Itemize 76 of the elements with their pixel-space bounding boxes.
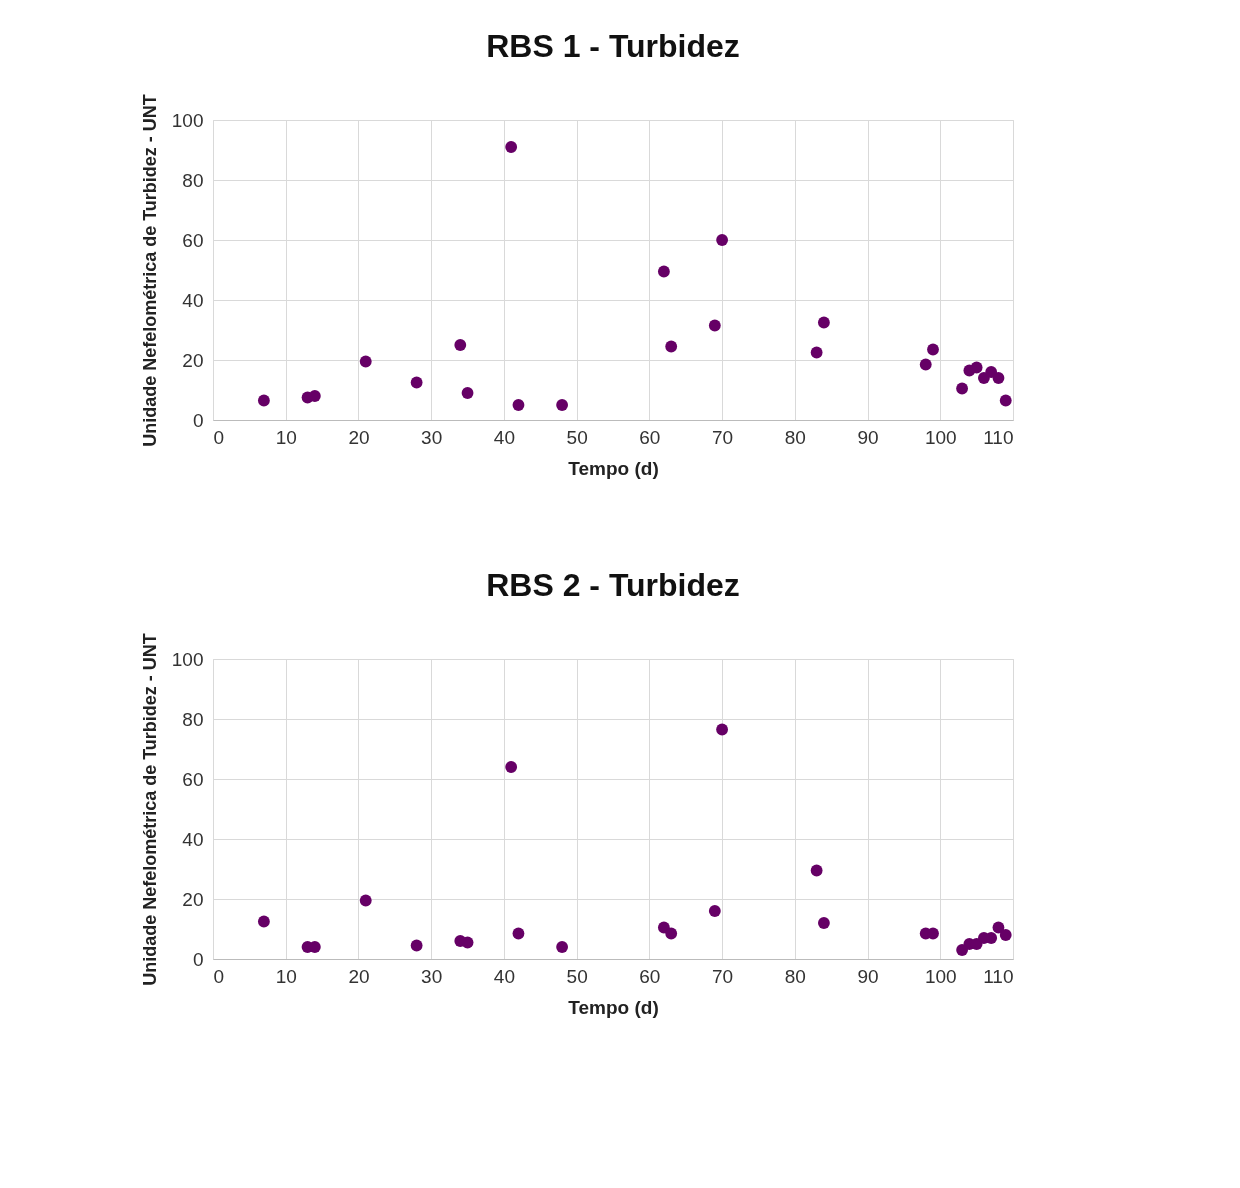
y-axis-title: Unidade Nefelométrica de Turbidez - UNT bbox=[139, 633, 160, 986]
point bbox=[716, 234, 729, 246]
point bbox=[716, 723, 729, 736]
x-tick-label: 60 bbox=[639, 426, 661, 448]
point bbox=[461, 387, 474, 399]
x-tick-label: 0 bbox=[213, 426, 225, 448]
point bbox=[257, 394, 270, 407]
y-tick-label: 100 bbox=[171, 648, 204, 670]
y-tick-label: 60 bbox=[182, 768, 204, 790]
x-tick-label: 20 bbox=[348, 426, 370, 448]
point bbox=[810, 346, 823, 359]
x-tick-label: 10 bbox=[275, 426, 297, 448]
x-tick-label: 50 bbox=[566, 965, 588, 987]
x-axis-title: Tempo (d) bbox=[568, 457, 659, 479]
x-tick-label: 50 bbox=[566, 426, 588, 448]
x-tick-label: 110 bbox=[983, 965, 1014, 987]
point bbox=[999, 929, 1012, 941]
y-tick-label: 40 bbox=[182, 828, 204, 850]
point bbox=[817, 917, 830, 929]
point bbox=[927, 343, 939, 356]
point bbox=[454, 339, 467, 351]
x-tick-label: 10 bbox=[275, 965, 297, 987]
point bbox=[992, 372, 1005, 384]
y-tick-label: 60 bbox=[182, 229, 204, 251]
point bbox=[359, 894, 372, 907]
point bbox=[505, 141, 518, 153]
point bbox=[810, 864, 823, 877]
point bbox=[505, 761, 518, 773]
x-tick-label: 80 bbox=[784, 965, 806, 987]
x-tick-label: 30 bbox=[421, 426, 443, 448]
point bbox=[257, 915, 270, 928]
point bbox=[556, 399, 569, 411]
x-axis-title: Tempo (d) bbox=[568, 996, 659, 1018]
chart-title: RBS 2 - Turbidez bbox=[486, 566, 740, 603]
x-tick-label: 60 bbox=[639, 965, 661, 987]
x-tick-label: 40 bbox=[493, 965, 515, 987]
x-tick-label: 110 bbox=[983, 426, 1014, 448]
point bbox=[410, 939, 423, 952]
x-tick-label: 70 bbox=[712, 965, 734, 987]
x-tick-label: 80 bbox=[784, 426, 806, 448]
point bbox=[817, 316, 830, 329]
x-tick-label: 90 bbox=[857, 965, 879, 987]
x-tick-label: 100 bbox=[924, 965, 957, 987]
point bbox=[992, 921, 1005, 934]
x-tick-label: 90 bbox=[857, 426, 879, 448]
x-tick-label: 40 bbox=[493, 426, 515, 448]
chart-title: RBS 1 - Turbidez bbox=[486, 27, 740, 64]
point bbox=[556, 941, 569, 953]
x-tick-label: 30 bbox=[421, 965, 443, 987]
y-tick-label: 0 bbox=[192, 409, 204, 431]
point bbox=[999, 394, 1012, 407]
x-tick-label: 70 bbox=[712, 426, 734, 448]
point bbox=[512, 399, 525, 411]
point bbox=[359, 355, 372, 368]
x-tick-label: 20 bbox=[348, 965, 370, 987]
point bbox=[665, 340, 678, 353]
point bbox=[410, 376, 423, 389]
point bbox=[708, 905, 721, 917]
y-tick-label: 100 bbox=[171, 109, 204, 131]
point bbox=[665, 927, 678, 940]
x-tick-label: 0 bbox=[213, 965, 225, 987]
point bbox=[956, 944, 969, 956]
point bbox=[708, 319, 721, 332]
y-tick-label: 20 bbox=[182, 349, 204, 371]
y-tick-label: 20 bbox=[182, 888, 204, 910]
x-tick-label: 100 bbox=[924, 426, 957, 448]
y-tick-label: 80 bbox=[182, 169, 204, 191]
point bbox=[919, 358, 932, 371]
y-tick-label: 40 bbox=[182, 289, 204, 311]
point bbox=[657, 265, 670, 278]
point bbox=[956, 382, 969, 395]
point bbox=[970, 361, 983, 374]
y-tick-label: 0 bbox=[192, 948, 204, 970]
y-axis-title: Unidade Nefelométrica de Turbidez - UNT bbox=[139, 94, 160, 447]
y-tick-label: 80 bbox=[182, 708, 204, 730]
point bbox=[512, 927, 525, 940]
